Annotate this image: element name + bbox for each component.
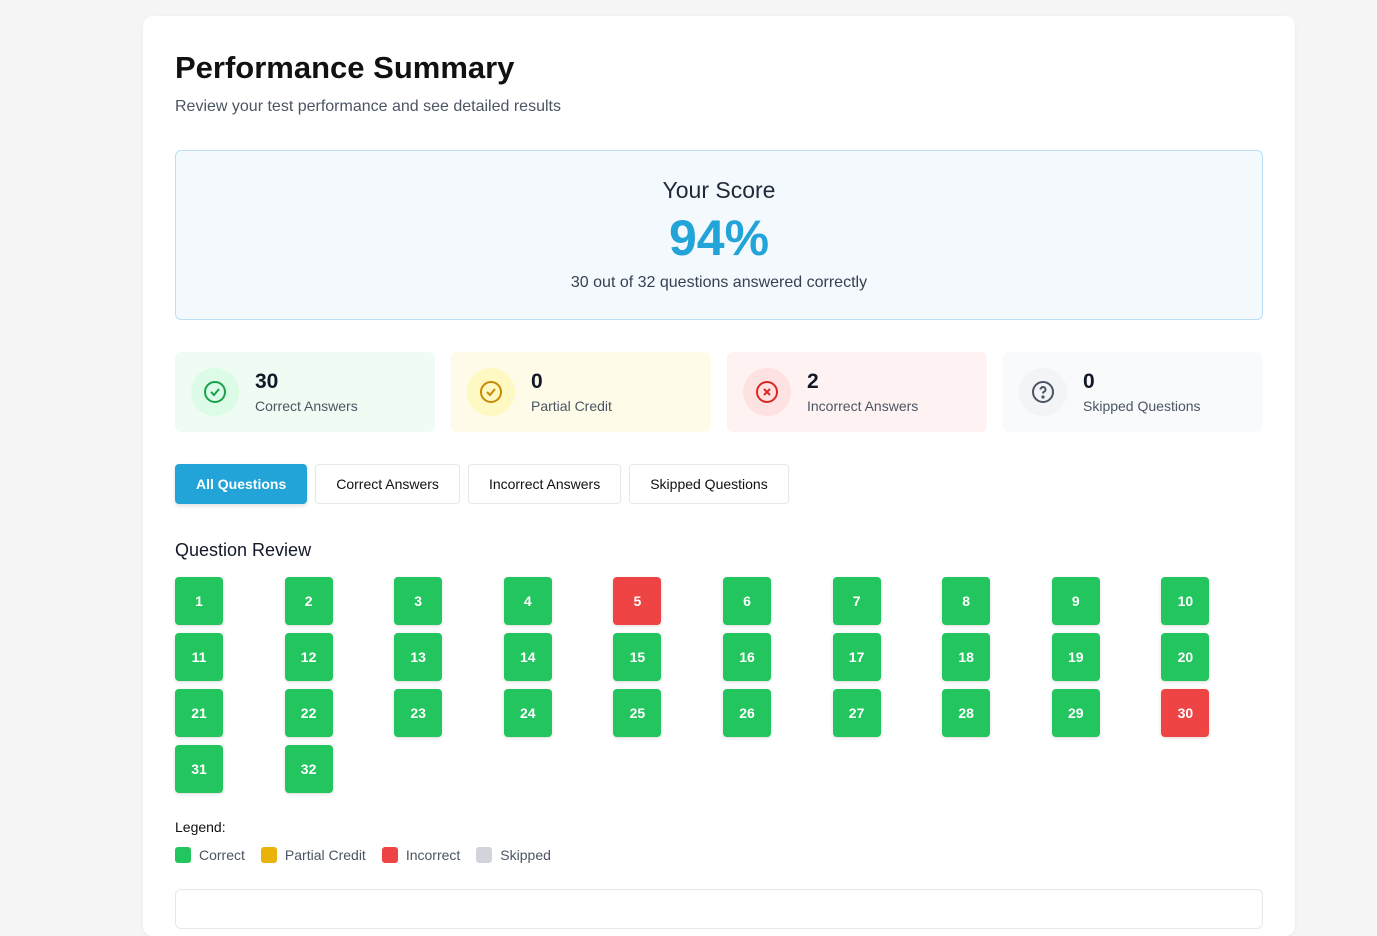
question-17[interactable]: 17 <box>832 633 881 681</box>
x-circle-icon <box>743 368 791 416</box>
stat-value: 2 <box>807 370 819 393</box>
filter-all-questions[interactable]: All Questions <box>175 464 308 504</box>
question-18[interactable]: 18 <box>942 633 991 681</box>
question-7[interactable]: 7 <box>832 577 881 625</box>
performance-card: Performance Summary Review your test per… <box>143 16 1295 936</box>
question-14[interactable]: 14 <box>503 633 552 681</box>
question-29[interactable]: 29 <box>1051 689 1100 737</box>
question-11[interactable]: 11 <box>175 633 223 681</box>
question-28[interactable]: 28 <box>942 689 991 737</box>
stat-value: 30 <box>255 370 279 393</box>
stat-value: 0 <box>1083 370 1095 393</box>
legend-swatch <box>175 847 191 863</box>
check-circle-icon <box>467 368 515 416</box>
legend-swatch <box>260 847 277 863</box>
question-12[interactable]: 12 <box>284 633 333 681</box>
score-percent: 94% <box>668 210 770 266</box>
filter-tabs: All Questions Correct Answers Incorrect An… <box>175 464 1263 504</box>
question-6[interactable]: 6 <box>722 577 771 625</box>
stats-row: 30 Correct Answers 0 Partial Credit 2 In… <box>175 352 1263 432</box>
filter-skipped-questions[interactable]: Skipped Questions <box>629 464 789 504</box>
legend-label: Incorrect <box>405 847 461 863</box>
score-panel: Your Score 94% 30 out of 32 questions an… <box>175 150 1263 320</box>
question-4[interactable]: 4 <box>503 577 552 625</box>
page-title: Performance Summary <box>175 50 515 85</box>
question-13[interactable]: 13 <box>394 633 443 681</box>
question-8[interactable]: 8 <box>942 577 991 625</box>
question-27[interactable]: 27 <box>832 689 881 737</box>
legend-label: Skipped <box>500 847 551 863</box>
review-title: Question Review <box>175 540 312 560</box>
question-3[interactable]: 3 <box>394 577 443 625</box>
legend-title: Legend: <box>175 819 226 835</box>
details-panel <box>175 889 1263 929</box>
filter-incorrect-answers[interactable]: Incorrect Answers <box>467 464 622 504</box>
stat-card-correct-answers: 30 Correct Answers <box>175 352 435 432</box>
stat-card-skipped-questions: 0 Skipped Questions <box>1003 352 1263 432</box>
stat-value: 0 <box>531 370 543 393</box>
stat-card-partial-credit: 0 Partial Credit <box>451 352 711 432</box>
page-subtitle: Review your test performance and see det… <box>175 98 561 115</box>
stat-label: Partial Credit <box>531 398 612 414</box>
question-24[interactable]: 24 <box>503 689 552 737</box>
question-23[interactable]: 23 <box>394 689 443 737</box>
stat-label: Correct Answers <box>255 398 358 414</box>
question-10[interactable]: 10 <box>1161 577 1210 625</box>
question-31[interactable]: 31 <box>175 745 223 793</box>
question-21[interactable]: 21 <box>175 689 223 737</box>
question-grid: 1 2 3 4 5 6 7 8 9 10 11 12 13 14 15 16 17 18 19 20 21 22 23 24 2… <box>175 577 1263 793</box>
question-19[interactable]: 19 <box>1051 633 1100 681</box>
stat-label: Incorrect Answers <box>807 398 919 414</box>
stat-label: Skipped Questions <box>1083 398 1201 414</box>
question-32[interactable]: 32 <box>284 745 333 793</box>
question-5[interactable]: 5 <box>613 577 662 625</box>
question-1[interactable]: 1 <box>175 577 223 625</box>
legend-swatch <box>476 847 493 863</box>
legend-label: Correct <box>199 847 245 863</box>
legend-label: Partial Credit <box>284 847 366 863</box>
question-16[interactable]: 16 <box>722 633 771 681</box>
question-15[interactable]: 15 <box>613 633 662 681</box>
check-circle-icon <box>191 368 239 416</box>
legend: Correct Partial Credit Incorrect Skipped <box>175 847 1263 863</box>
question-20[interactable]: 20 <box>1161 633 1210 681</box>
question-circle-icon <box>1019 368 1067 416</box>
question-26[interactable]: 26 <box>722 689 771 737</box>
stat-card-incorrect-answers: 2 Incorrect Answers <box>727 352 987 432</box>
score-detail: 30 out of 32 questions answered correctl… <box>570 274 868 291</box>
question-2[interactable]: 2 <box>284 577 333 625</box>
question-22[interactable]: 22 <box>284 689 333 737</box>
score-title: Your Score <box>662 177 776 203</box>
question-25[interactable]: 25 <box>613 689 662 737</box>
question-9[interactable]: 9 <box>1051 577 1100 625</box>
filter-correct-answers[interactable]: Correct Answers <box>315 464 460 504</box>
legend-swatch <box>381 847 398 863</box>
question-30[interactable]: 30 <box>1161 689 1210 737</box>
